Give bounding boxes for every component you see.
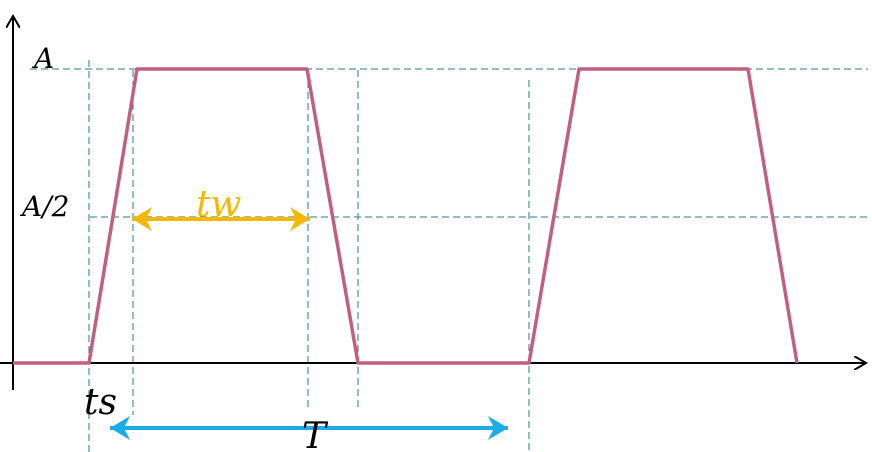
pulse-width-label: tw — [196, 184, 241, 225]
period-label: T — [302, 416, 329, 452]
half-amplitude-label: A/2 — [19, 190, 69, 223]
pulse-waveform — [13, 67, 799, 365]
start-time-label: ts — [84, 382, 117, 423]
guide-lines — [30, 60, 868, 452]
amplitude-label: A — [31, 42, 54, 75]
